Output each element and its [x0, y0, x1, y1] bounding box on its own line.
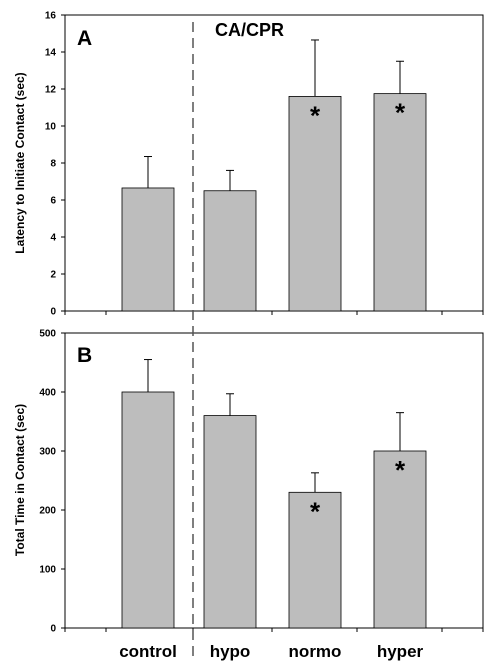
panel-b-bar-hypo [203, 415, 257, 629]
panel-a-y-axis-title: Latency to Initiate Contact (sec) [13, 72, 27, 253]
panel-b-y-tick-label: 300 [39, 447, 56, 458]
panel-a-y-tick-label: 12 [45, 85, 57, 96]
panel-b-y-axis: 0 100 200 300 400 500 [39, 329, 484, 635]
panel-b-label: B [77, 344, 92, 367]
panel-a-y-tick-label: 6 [50, 196, 56, 207]
panel-b-y-tick-label: 500 [39, 329, 56, 340]
panel-a-bar-hypo [203, 190, 257, 312]
panel-b-y-tick-label: 100 [39, 565, 56, 576]
panel-b-y-tick-label: 400 [39, 388, 56, 399]
panel-b-y-axis-title: Total Time in Contact (sec) [13, 404, 27, 556]
category-label-control: control [119, 642, 177, 661]
panel-a-label: A [77, 27, 92, 50]
panel-b-bar-normo [288, 491, 342, 629]
category-label-hypo: hypo [210, 642, 251, 661]
panel-a-y-axis: 0 2 4 6 8 10 12 14 16 [45, 11, 484, 318]
panel-a-y-tick-label: 16 [45, 11, 57, 22]
category-label-normo: normo [289, 642, 342, 661]
panel-b-frame [64, 332, 484, 629]
panel-a-y-tick-label: 14 [45, 48, 57, 59]
panel-a-bars: * * [121, 39, 427, 312]
panel-a-bar-control [121, 187, 175, 312]
panel-b-bar-hyper [373, 450, 427, 629]
panel-a-y-tick-label: 2 [50, 270, 56, 281]
panel-b-bar-control [121, 391, 175, 629]
panel-a-bar-hyper [373, 93, 427, 312]
panel-a-significance-marker-hyper: * [395, 98, 406, 128]
panel-a-y-tick-label: 10 [45, 122, 57, 133]
panel-a-y-tick-label: 0 [50, 307, 56, 318]
panel-b-y-tick-label: 0 [50, 624, 56, 635]
panel-a-y-tick-label: 4 [50, 233, 56, 244]
panel-a-bar-normo [288, 96, 342, 312]
panel-b-significance-marker-hyper: * [395, 455, 406, 485]
panel-a-y-tick-label: 8 [50, 159, 56, 170]
panel-a-significance-marker-normo: * [310, 100, 321, 130]
panel-b-significance-marker-normo: * [310, 496, 321, 526]
panel-b-y-tick-label: 200 [39, 506, 56, 517]
panel-b-bars: ** [121, 359, 427, 629]
category-label-hyper: hyper [377, 642, 424, 661]
x-axis-category-labels: control hypo normo hyper [119, 642, 423, 661]
ca-cpr-annotation: CA/CPR [215, 20, 284, 40]
